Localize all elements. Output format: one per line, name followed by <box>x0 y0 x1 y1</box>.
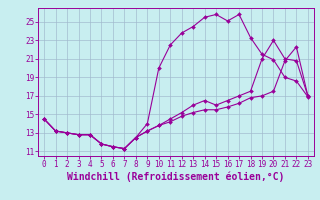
X-axis label: Windchill (Refroidissement éolien,°C): Windchill (Refroidissement éolien,°C) <box>67 172 285 182</box>
